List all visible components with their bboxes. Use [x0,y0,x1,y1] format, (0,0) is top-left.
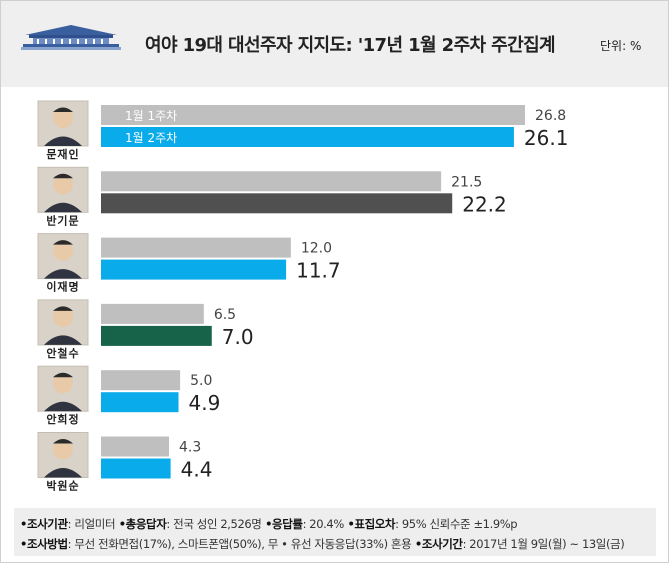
portrait-hair-icon [53,173,73,179]
portrait-face-icon [53,439,73,460]
footer-line-2: •조사방법: 무선 전화면접(17%), 스마트폰앱(50%), 무 • 유선 … [20,536,625,552]
value-label-current-week: 4.9 [189,391,221,415]
bar-prev-week [101,370,181,391]
portrait-hair-icon [53,306,73,311]
value-label-prev-week: 6.5 [214,307,236,323]
bar-prev-week [101,436,170,457]
portrait-suit-icon [44,269,82,279]
portrait-suit-icon [44,202,82,213]
portrait-face-icon [53,306,73,327]
survey-info-footer: •조사기관: 리얼미터 •총응답자: 전국 성인 2,526명 •응답률: 20… [14,508,656,556]
value-label-prev-week: 4.3 [179,440,201,456]
value-label-current-week: 11.7 [296,259,341,283]
footer-field-label: •표집오차 [343,517,396,531]
legend-current-week: 1월 2주차 [125,131,177,145]
chart-title: 여야 19대 대선주자 지지도: '17년 1월 2주차 주간집계 [145,35,556,56]
value-label-current-week: 4.4 [181,458,213,482]
portrait-hair-icon [53,439,73,444]
value-label-current-week: 22.2 [462,192,507,216]
footer-field-value: : 리얼미터 [67,517,116,531]
footer-line-1: •조사기관: 리얼미터 •총응답자: 전국 성인 2,526명 •응답률: 20… [20,516,518,532]
value-label-prev-week: 21.5 [451,174,482,190]
portrait-hair-icon [53,372,73,378]
footer-field-label: •조사방법 [20,537,68,551]
bar-current-week [101,193,453,214]
footer-field-label: •총응답자 [115,517,167,531]
candidate-name-label: 문재인 [46,147,79,161]
portrait-suit-icon [44,468,82,478]
legend-prev-week: 1월 1주차 [125,109,177,123]
portrait-suit-icon [44,136,82,146]
candidate-name-label: 이재명 [46,280,79,294]
portrait-face-icon [53,108,73,128]
footer-field-value: : 20.4% [302,517,345,531]
header-bar: 여야 19대 대선주자 지지도: '17년 1월 2주차 주간집계 단위: % [1,1,668,87]
value-label-current-week: 7.0 [222,325,254,349]
bar-prev-week [101,171,442,192]
value-label-current-week: 26.1 [524,126,569,150]
portrait-face-icon [53,373,73,394]
bar-current-week [101,259,287,280]
footer-field-value: : 95% 신뢰수준 ±1.9%p [395,517,518,531]
value-label-prev-week: 26.8 [535,108,566,124]
footer-field-label: •조사기간 [411,537,463,551]
bar-current-week [101,127,514,147]
bar-prev-week [101,105,525,125]
bar-prev-week [101,303,204,324]
candidate-name-label: 박원순 [46,479,79,493]
candidate-name-label: 반기문 [46,213,79,227]
footer-field-value: : 전국 성인 2,526명 [166,517,262,531]
portrait-hair-icon [53,240,73,245]
candidate-name-label: 안희정 [46,412,79,426]
portrait-suit-icon [44,335,82,345]
footer-field-label: •조사기관 [20,517,68,531]
candidate-name-label: 안철수 [46,346,79,360]
blue-house-logo-icon [21,25,121,50]
bar-current-week [101,325,212,346]
unit-label: 단위: % [600,39,642,53]
footer-field-value: : 무선 전화면접(17%), 스마트폰앱(50%), 무 • 유선 자동응답(… [67,537,412,551]
footer-field-label: •응답률 [261,517,303,531]
portrait-face-icon [53,174,73,195]
value-label-prev-week: 5.0 [190,373,212,389]
portrait-hair-icon [53,107,73,112]
bar-current-week [101,458,171,479]
bar-current-week [101,392,179,413]
value-label-prev-week: 12.0 [301,241,332,257]
portrait-suit-icon [44,401,82,412]
footer-field-value: : 2017년 1월 9일(월) ~ 13일(금) [462,537,625,551]
portrait-face-icon [53,240,73,261]
bar-prev-week [101,237,291,258]
